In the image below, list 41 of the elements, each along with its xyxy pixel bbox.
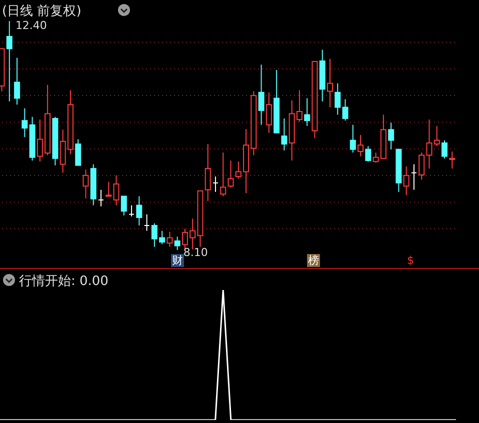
candlestick: [174, 236, 180, 250]
candlestick: [365, 146, 372, 162]
candlestick: [113, 174, 120, 206]
candlestick: [258, 64, 264, 126]
candlestick: [403, 166, 410, 196]
candlestick: [388, 122, 394, 150]
candlestick: [22, 108, 28, 138]
chart-title: (日线 前复权): [2, 3, 82, 20]
candlestick: [6, 21, 12, 102]
candlestick: [220, 152, 226, 197]
candlestick: [449, 150, 456, 170]
candlestick: [204, 144, 211, 202]
candlestick: [326, 58, 333, 108]
text: $: [406, 254, 415, 267]
candlestick: [304, 98, 310, 126]
text: 财: [171, 254, 184, 267]
candlestick: [358, 134, 364, 157]
candlestick: [266, 92, 272, 134]
candlestick: [281, 118, 288, 151]
candlestick: [144, 214, 150, 232]
candlestick: [212, 176, 218, 192]
candlestick: [434, 125, 440, 147]
text: 榜: [307, 254, 320, 267]
annotation: 12.40: [15, 19, 47, 32]
candlestick: [106, 181, 112, 197]
candlestick: [128, 204, 135, 217]
candlestick: [228, 160, 234, 188]
candlestick: [334, 82, 341, 116]
candlestick: [98, 189, 104, 207]
candlestick: [441, 140, 448, 159]
candlestick: [82, 169, 89, 199]
candlestick: [136, 196, 142, 226]
candlestick: [342, 98, 348, 122]
candlestick: [410, 164, 417, 190]
candlestick: [350, 124, 356, 154]
candlestick: [120, 196, 127, 216]
candlestick: [75, 138, 82, 166]
candlestick: [166, 231, 173, 248]
candlestick: [14, 57, 20, 106]
annotation: 8.10: [183, 246, 208, 259]
chart-title: 行情开始: 0.00: [19, 273, 108, 290]
